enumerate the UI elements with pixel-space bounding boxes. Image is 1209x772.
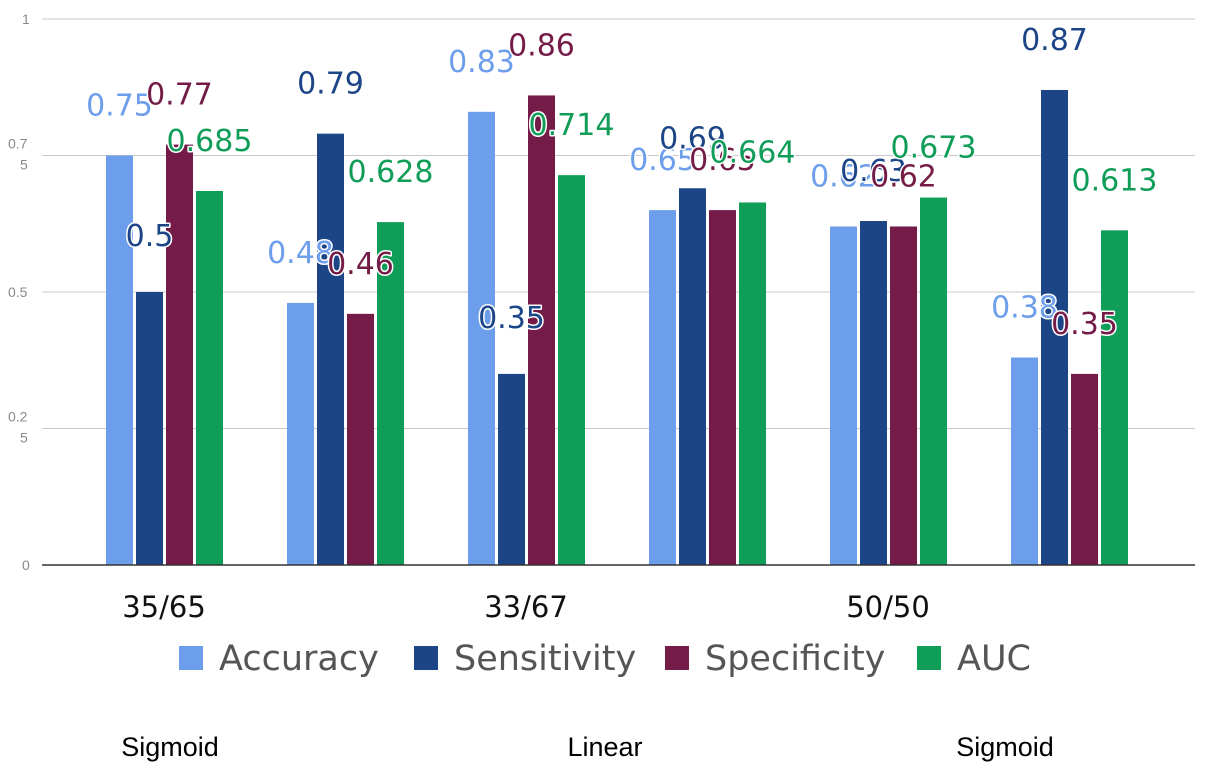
bar-auc [196,190,223,566]
bar-accuracy [106,155,133,565]
legend-label: Specificity [705,639,885,679]
kernel-label: Sigmoid [121,732,219,762]
bar-specificity [528,95,555,565]
data-label-specificity: 0.65 [689,143,756,178]
data-label-sensitivity: 0.35 [478,301,545,336]
y-tick-label: 0.5 [8,284,28,300]
bar-sensitivity [1041,89,1068,565]
bar-sensitivity [679,188,706,565]
data-label-specificity: 0.35 [1051,307,1118,342]
bar-auc [739,202,766,565]
bar-accuracy [287,302,314,565]
legend-swatch [665,646,689,670]
gridlines [42,18,1195,429]
legend-swatch [414,646,438,670]
data-label-auc: 0.628 [348,155,434,190]
legend-label: Sensitivity [454,639,636,679]
bar-accuracy [468,111,495,565]
data-label-accuracy: 0.83 [448,45,515,80]
bar-sensitivity [136,292,163,565]
group-labels: 35/65 33/67 50/50 [122,590,930,624]
kernel-label: Sigmoid [956,732,1054,762]
legend-item-specificity: Specificity [665,639,885,679]
bar-specificity [347,313,374,565]
data-label-sensitivity: 0.63 [840,154,907,189]
bar-specificity [890,226,917,566]
data-label-accuracy: 0.62 [810,159,877,194]
bar-accuracy [649,210,676,565]
bar-sensitivity [498,373,525,565]
data-label-sensitivity: 0.79 [297,67,364,102]
bar-accuracy [830,226,857,566]
group-label: 50/50 [846,590,930,624]
bar-specificity [709,210,736,565]
legend-label: Accuracy [219,639,379,679]
data-label-auc: 0.714 [529,108,615,143]
bar-auc [377,222,404,565]
legend-item-sensitivity: Sensitivity [414,639,636,679]
data-label-accuracy: 0.75 [86,89,153,124]
bar-auc [558,175,585,565]
data-label-auc: 0.613 [1072,163,1158,198]
data-label-auc: 0.664 [710,135,796,170]
bars [106,89,1128,566]
bar-sensitivity [860,221,887,565]
data-label-accuracy: 0.65 [629,143,696,178]
data-label-specificity: 0.77 [146,78,213,113]
y-tick-label: 0.2 5 [8,409,28,446]
data-label-auc: 0.685 [167,124,253,159]
data-label-sensitivity: 0.5 [126,219,174,254]
legend-swatch [917,646,941,670]
bar-auc [1101,230,1128,565]
bar-sensitivity [317,133,344,565]
kernel-label: Linear [567,732,642,762]
data-label-sensitivity: 0.87 [1021,23,1088,58]
group-label: 35/65 [122,590,206,624]
bar-specificity [166,144,193,565]
bar-accuracy [1011,357,1038,565]
data-label-accuracy: 0.48 [267,236,334,271]
legend: Accuracy Sensitivity Specificity AUC [179,639,1031,679]
legend-swatch [179,646,203,670]
group-label: 33/67 [484,590,568,624]
legend-label: AUC [957,639,1031,679]
data-label-specificity: 0.86 [508,28,575,63]
data-label-accuracy: 0.38 [991,291,1058,326]
data-label-sensitivity: 0.69 [659,121,726,156]
data-labels: 0.750.480.830.65 0.620.380.50.790.350.690… [85,21,1159,343]
bar-specificity [1071,373,1098,565]
data-label-specificity: 0.62 [870,159,937,194]
y-axis-ticks: 0 0.2 5 0.5 0.7 5 1 [8,11,30,573]
y-tick-label: 0.7 5 [8,136,28,173]
data-label-auc: 0.673 [891,131,977,166]
y-tick-label: 0 [22,557,30,573]
bar-auc [920,197,947,566]
legend-item-auc: AUC [917,639,1031,679]
legend-item-accuracy: Accuracy [179,639,379,679]
data-label-specificity: 0.46 [327,247,394,282]
y-tick-label: 1 [22,11,30,27]
kernel-labels: Sigmoid Linear Sigmoid [121,732,1054,762]
